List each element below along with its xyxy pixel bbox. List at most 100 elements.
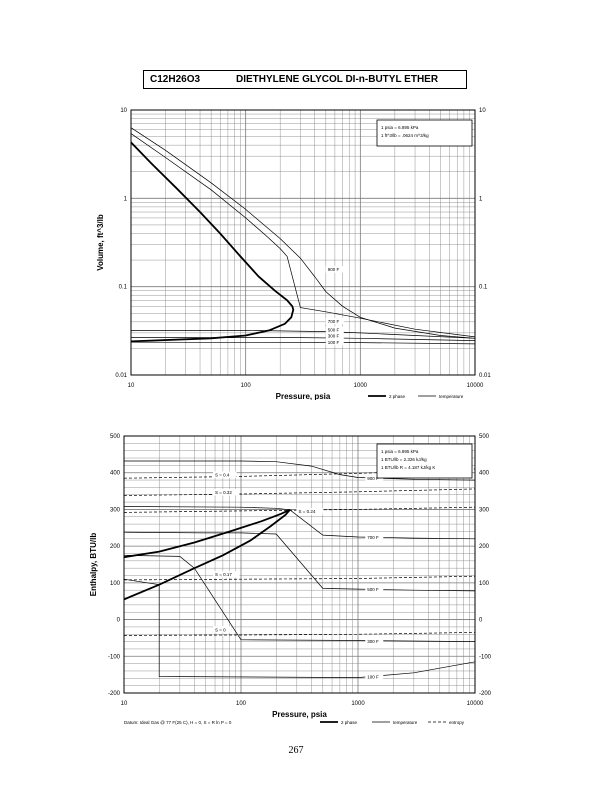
y-tick-label-right: 300 — [479, 507, 490, 513]
y-tick-label-right: 10 — [479, 108, 486, 114]
y-axis-title: Enthalpy, BTU/lb — [89, 533, 98, 597]
isotherm-line — [123, 506, 476, 540]
curve-label: 300 F — [367, 639, 379, 644]
curve-label-bg — [213, 626, 232, 633]
two-phase-curve — [130, 141, 295, 343]
conversion-box — [376, 119, 473, 147]
curve-label-bg — [325, 338, 344, 346]
curve-label: 900 F — [328, 267, 340, 272]
x-tick-label: 1000 — [354, 383, 368, 389]
y-tick-label: 0.1 — [119, 285, 128, 291]
isentrope-line — [123, 575, 476, 581]
x-axis-title: Pressure, psia — [272, 710, 327, 719]
curve-label-bg — [365, 638, 384, 645]
y-tick-label: 400 — [110, 471, 121, 477]
conversion-text: 1 BTU/lb = 2.326 kJ/kg — [381, 457, 427, 462]
isotherm-line — [123, 578, 476, 678]
y-tick-label: -200 — [108, 691, 121, 697]
curve-label: S = 0.17 — [215, 572, 232, 577]
y-tick-label-right: -100 — [479, 654, 492, 660]
y-tick-label: 300 — [110, 507, 121, 513]
x-tick-label: 10 — [121, 701, 128, 707]
volume-pressure-chart: 10 100 1000 10000 0.01 0.01 0.1 0.1 1 1 10 10 Pressu… — [96, 108, 491, 400]
curve-label-bg — [213, 489, 240, 496]
y-tick-label-right: 0 — [479, 618, 483, 624]
isotherm-line — [131, 330, 476, 339]
conversion-text: 1 ft^3/lb = .0624 m^3/kg — [381, 133, 429, 138]
conversion-text: 1 psia = 6.895 kPa — [381, 449, 419, 454]
conversion-text: 1 BTU/lb R = 4.187 kJ/kg K — [381, 465, 435, 470]
plot-frame — [123, 435, 476, 694]
chart-title-box: C12H26O3 DIETHYLENE GLYCOL DI-n-BUTYL ET… — [143, 70, 467, 89]
chemical-name: DIETHYLENE GLYCOL DI-n-BUTYL ETHER — [236, 74, 439, 85]
curve-label-bg — [365, 533, 384, 541]
y-tick-label-right: -200 — [479, 691, 492, 697]
legend-label: 2 phase — [341, 720, 358, 725]
y-tick-label: 1 — [124, 196, 128, 202]
curve-label-bg — [296, 508, 323, 515]
legend-label: 2 phase — [389, 394, 406, 399]
x-axis-title: Pressure, psia — [276, 392, 331, 400]
two-phase-curve — [123, 508, 291, 601]
y-tick-label: 0.01 — [115, 373, 127, 379]
curve-label: S = 0.32 — [215, 490, 232, 495]
y-tick-label: 0 — [117, 618, 121, 624]
y-tick-label-right: 0.1 — [479, 285, 488, 291]
isentrope-line — [123, 488, 476, 496]
y-tick-label: 200 — [110, 544, 121, 550]
y-tick-label-right: 0.01 — [479, 373, 491, 379]
conversion-text: 1 psia = 6.895 kPa — [381, 125, 419, 130]
curve-label-bg — [365, 585, 384, 593]
isotherm-line — [124, 460, 476, 481]
x-tick-label: 100 — [241, 383, 252, 389]
y-tick-label-right: 200 — [479, 544, 490, 550]
y-tick-label-right: 1 — [479, 196, 483, 202]
x-tick-label: 100 — [236, 701, 247, 707]
isotherm-line — [130, 341, 476, 345]
y-axis-title: Volume, ft^3/lb — [96, 214, 105, 271]
plot-frame — [130, 109, 476, 376]
y-tick-label: 100 — [110, 581, 121, 587]
curve-label: 500 F — [367, 587, 379, 592]
curve-label-bg — [325, 332, 344, 340]
legend-label: temperature — [393, 720, 418, 725]
x-tick-label: 10 — [128, 383, 135, 389]
y-tick-label-right: 500 — [479, 434, 490, 440]
conversion-box — [376, 443, 473, 479]
x-tick-label: 10000 — [467, 383, 484, 389]
isotherm-line — [130, 133, 476, 338]
isotherm-line — [123, 531, 476, 592]
legend-label: temperature — [439, 394, 464, 399]
curve-label-bg — [325, 326, 344, 334]
curve-label-bg — [325, 266, 344, 273]
legend-label: entropy — [449, 720, 465, 725]
curve-label: 900 F — [367, 476, 379, 481]
curve-label: 700 F — [328, 319, 340, 324]
curve-label: S = 0.24 — [298, 509, 315, 514]
isotherm-line — [130, 127, 476, 339]
curve-label: S = 0 — [215, 627, 226, 632]
curve-label: 100 F — [367, 674, 379, 679]
x-tick-label: 1000 — [351, 701, 365, 707]
curve-label: 500 F — [328, 328, 340, 333]
curve-label-bg — [365, 673, 384, 680]
page-number: 267 — [288, 745, 304, 756]
isentrope-line — [123, 468, 476, 479]
isentrope-line — [123, 632, 476, 636]
curve-label: S = 0.4 — [215, 472, 230, 477]
isotherm-line — [123, 554, 476, 642]
y-tick-label-right: 100 — [479, 581, 490, 587]
chemical-formula: C12H26O3 — [150, 74, 201, 85]
curve-label-bg — [213, 471, 237, 478]
curve-label: 700 F — [367, 535, 379, 540]
y-tick-label: 500 — [110, 434, 121, 440]
y-tick-label-right: 400 — [479, 471, 490, 477]
curve-label-bg — [213, 571, 240, 578]
x-tick-label: 10000 — [467, 701, 484, 707]
isentrope-line — [123, 506, 476, 513]
curve-label: 100 F — [328, 340, 340, 345]
datum-footnote: Datum: Ideal Gas @ 77 F(25 C), H = 0, S … — [124, 720, 232, 725]
curve-label: 300 F — [328, 334, 340, 339]
y-tick-label: 10 — [120, 108, 127, 114]
curve-label-bg — [325, 317, 344, 325]
